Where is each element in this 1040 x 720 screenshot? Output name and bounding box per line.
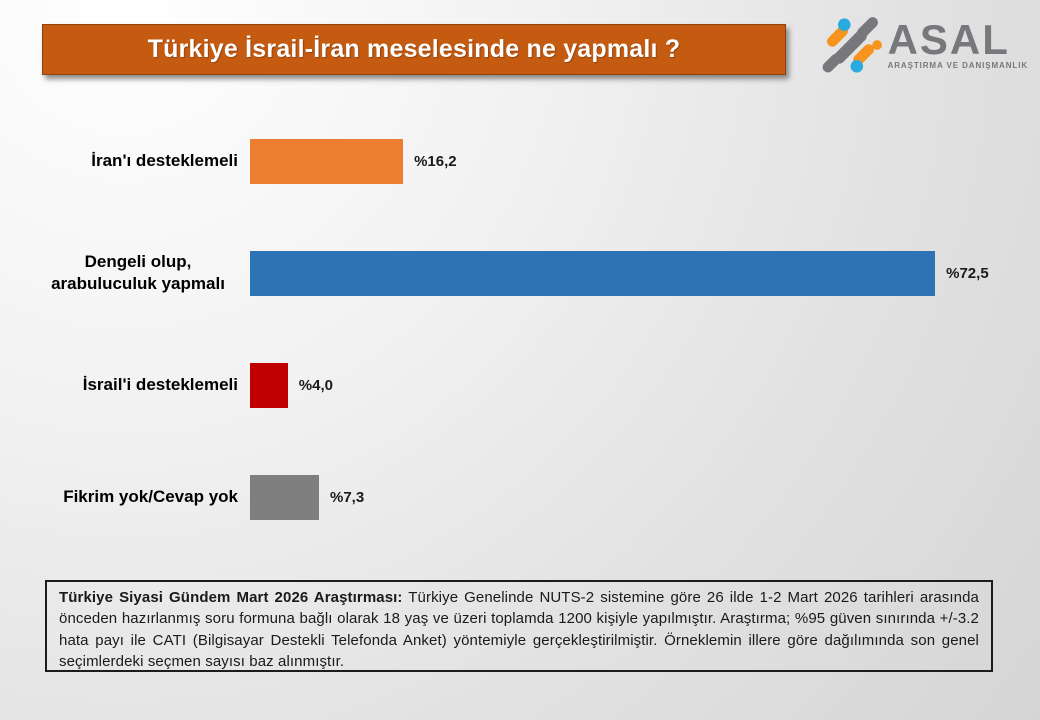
category-label: Fikrim yok/Cevap yok (63, 487, 238, 506)
logo-tagline: ARAŞTIRMA VE DANIŞMANLIK (887, 60, 1028, 70)
asal-logo-text: ASAL ARAŞTIRMA VE DANIŞMANLIK (887, 15, 1028, 70)
bar-row-fikrim-yok: Fikrim yok/Cevap yok %7,3 (0, 441, 1040, 553)
bar-chart: İran'ı desteklemeli %16,2 Dengeli olup, … (0, 105, 1040, 553)
value-label: %7,3 (329, 488, 365, 506)
category-label: Dengeli olup, arabuluculuk yapmalı (51, 252, 225, 293)
asal-logo: ASAL ARAŞTIRMA VE DANIŞMANLIK (821, 16, 1028, 74)
methodology-title: Türkiye Siyasi Gündem Mart 2026 Araştırm… (59, 589, 403, 606)
bar-dengeli (250, 250, 936, 296)
bar-iran (250, 138, 404, 184)
logo-name: ASAL (887, 15, 1010, 63)
chart-title-banner: Türkiye İsrail-İran meselesinde ne yapma… (42, 24, 786, 75)
category-label: İran'ı desteklemeli (91, 151, 238, 170)
methodology-note: Türkiye Siyasi Gündem Mart 2026 Araştırm… (45, 580, 993, 672)
bar-row-iran: İran'ı desteklemeli %16,2 (0, 105, 1040, 217)
bar-israil (250, 362, 288, 408)
category-label-cell: Dengeli olup, arabuluculuk yapmalı (0, 251, 238, 295)
chart-title: Türkiye İsrail-İran meselesinde ne yapma… (147, 35, 681, 63)
bar-fikrim-yok (250, 474, 319, 520)
category-label-cell: İran'ı desteklemeli (0, 150, 238, 172)
asal-logo-icon (822, 17, 882, 73)
category-label-cell: Fikrim yok/Cevap yok (0, 486, 238, 508)
methodology-text: Türkiye Genelinde NUTS-2 sistemine göre … (59, 589, 979, 670)
category-label-cell: İsrail'i desteklemeli (0, 374, 238, 396)
category-label: İsrail'i desteklemeli (82, 375, 238, 394)
value-label: %16,2 (414, 152, 457, 170)
bar-row-israil: İsrail'i desteklemeli %4,0 (0, 329, 1040, 441)
value-label: %72,5 (946, 264, 989, 282)
bar-row-dengeli: Dengeli olup, arabuluculuk yapmalı %72,5 (0, 217, 1040, 329)
value-label: %4,0 (298, 376, 333, 394)
